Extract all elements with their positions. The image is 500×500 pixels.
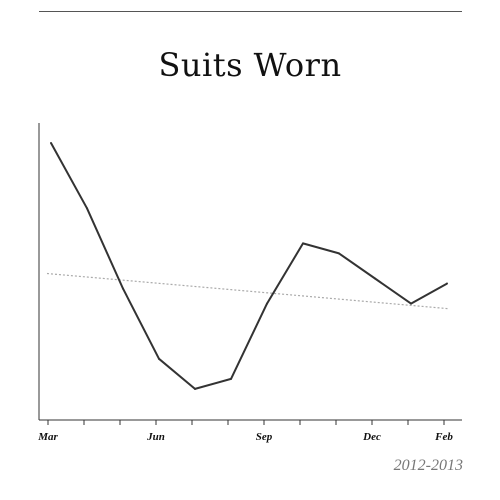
- data-point-jan: [410, 302, 412, 305]
- period-label: 2012-2013: [393, 457, 463, 474]
- data-point-sep: [266, 302, 268, 305]
- x-tick-label-sep: Sep: [256, 431, 273, 443]
- x-axis-tick-labels: Mar Jun Sep Dec Feb: [37, 431, 453, 443]
- series-line: [50, 142, 448, 390]
- x-tick-label-feb: Feb: [434, 431, 453, 443]
- trend-line: [46, 272, 449, 310]
- data-point-nov: [338, 252, 340, 255]
- data-point-feb: [446, 282, 448, 285]
- data-point-oct: [302, 242, 304, 245]
- data-point-jun: [158, 357, 160, 360]
- x-tick-label-dec: Dec: [362, 431, 381, 443]
- data-point-dec: [374, 277, 376, 280]
- data-point-may: [122, 287, 124, 290]
- data-point-apr: [86, 207, 88, 210]
- chart-title: Suits Worn: [158, 46, 342, 84]
- axes: [38, 123, 462, 421]
- data-point-jul: [194, 387, 196, 390]
- data-point-aug: [230, 377, 232, 380]
- data-points: [50, 142, 448, 390]
- x-axis-ticks: [47, 420, 445, 425]
- top-rule: [39, 11, 462, 12]
- x-tick-label-mar: Mar: [37, 431, 58, 443]
- data-point-mar: [50, 142, 52, 145]
- x-tick-label-jun: Jun: [146, 431, 165, 443]
